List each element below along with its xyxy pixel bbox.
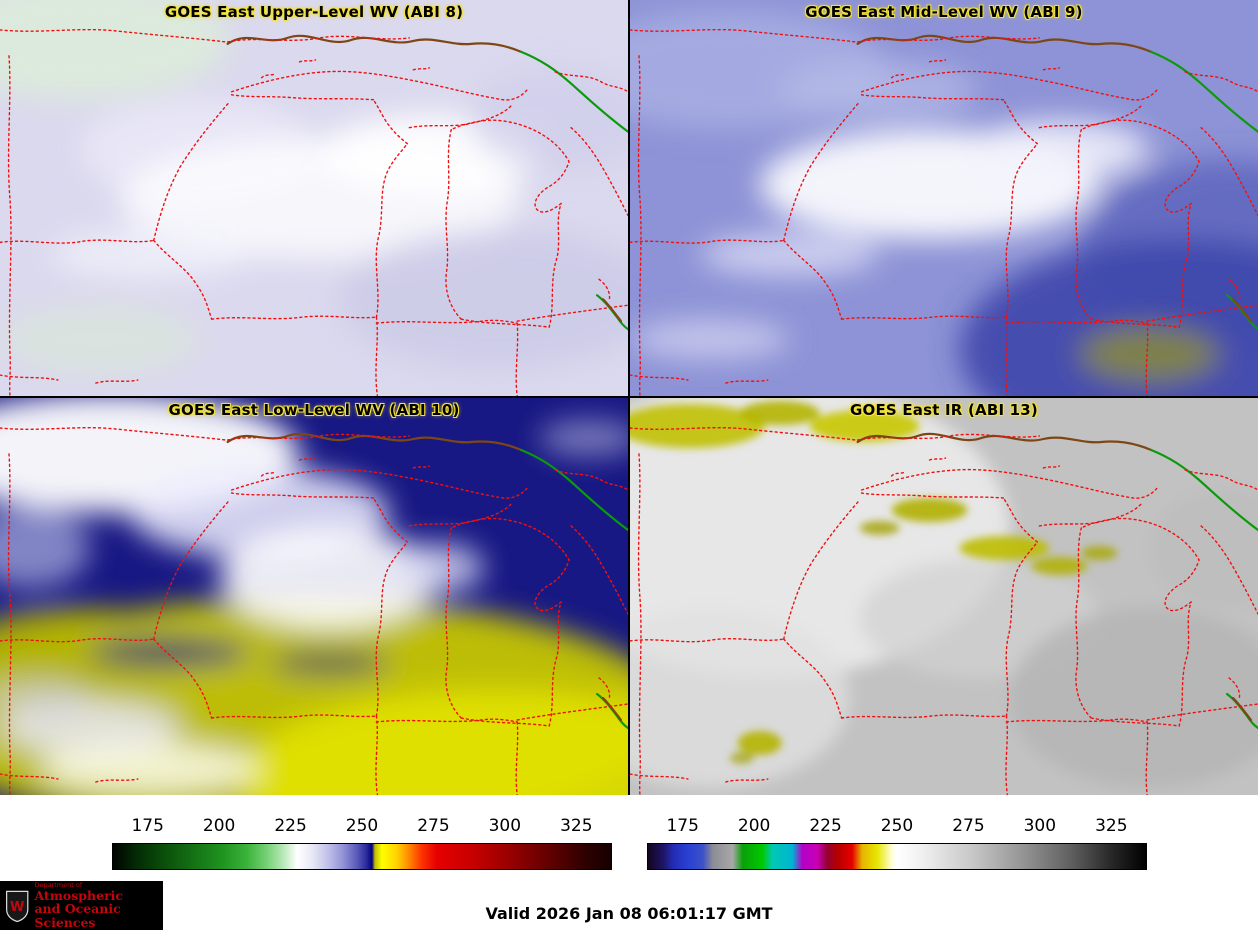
tick-label: 200 <box>737 816 771 836</box>
tick-label: 175 <box>131 816 164 836</box>
tick-label: 225 <box>809 816 842 836</box>
logo-dept-line2: and Oceanic Sciences <box>34 901 121 930</box>
colorbar-ir-gradient <box>647 843 1147 870</box>
tick-label: 200 <box>202 816 236 836</box>
colorbar-wv-gradient <box>112 843 612 870</box>
panel-title-abi10: GOES East Low-Level WV (ABI 10) <box>168 401 460 419</box>
tick-label: 275 <box>417 816 450 836</box>
tick-label: 175 <box>666 816 699 836</box>
satellite-image-abi13 <box>630 398 1258 795</box>
colorbar-wv-ticks: 175 200 225 250 275 300 325 <box>112 816 612 841</box>
valid-time-label: Valid 2026 Jan 08 06:01:17 GMT <box>485 904 773 923</box>
satellite-image-abi10 <box>0 398 628 795</box>
panel-ir: GOES East IR (ABI 13) <box>630 398 1258 795</box>
satellite-image-abi9 <box>630 0 1258 396</box>
tick-label: 325 <box>1095 816 1128 836</box>
panel-low-level-wv: GOES East Low-Level WV (ABI 10) <box>0 398 628 795</box>
satellite-image-abi8 <box>0 0 628 396</box>
tick-label: 325 <box>560 816 593 836</box>
tick-label: 300 <box>1023 816 1057 836</box>
tick-label: 300 <box>488 816 522 836</box>
logo-text: Department of Atmospheric and Oceanic Sc… <box>34 880 158 930</box>
colorbar-wv: 175 200 225 250 275 300 325 <box>112 816 612 876</box>
colorbar-ir: 175 200 225 250 275 300 325 <box>647 816 1147 876</box>
tick-label: 275 <box>952 816 985 836</box>
logo-dept-small: Department of <box>34 880 83 889</box>
tick-label: 250 <box>345 816 379 836</box>
aos-department-logo: W Department of Atmospheric and Oceanic … <box>0 881 163 930</box>
panel-title-abi13: GOES East IR (ABI 13) <box>849 401 1038 419</box>
uw-crest-icon: W <box>6 890 29 922</box>
colorbar-ir-ticks: 175 200 225 250 275 300 325 <box>647 816 1147 841</box>
panel-title-abi8: GOES East Upper-Level WV (ABI 8) <box>164 3 464 21</box>
quad-panel-grid: GOES East Upper-Level WV (ABI 8) <box>0 0 1258 795</box>
tick-label: 250 <box>880 816 914 836</box>
crest-letter: W <box>10 899 24 914</box>
panel-title-abi9: GOES East Mid-Level WV (ABI 9) <box>805 3 1083 21</box>
panel-mid-level-wv: GOES East Mid-Level WV (ABI 9) <box>630 0 1258 396</box>
tick-label: 225 <box>274 816 307 836</box>
logo-dept-line1: Atmospheric <box>34 887 124 903</box>
panel-upper-level-wv: GOES East Upper-Level WV (ABI 8) <box>0 0 628 396</box>
